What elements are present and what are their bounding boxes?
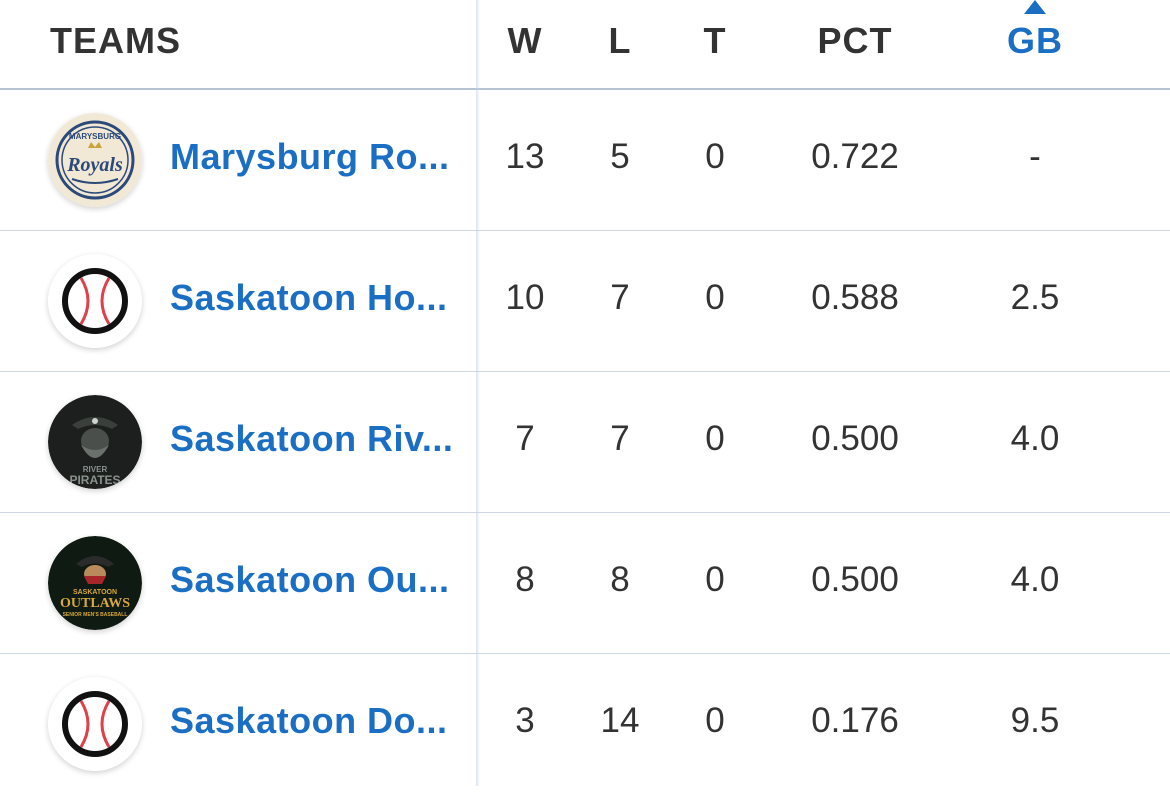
wins-value: 10 xyxy=(505,278,545,317)
losses-value: 5 xyxy=(610,137,630,176)
river-pirates-logo[interactable]: RIVER PIRATES xyxy=(48,395,142,489)
pct-value: 0.722 xyxy=(811,137,899,176)
losses-value: 7 xyxy=(610,419,630,458)
pct-value: 0.588 xyxy=(811,278,899,317)
column-header-pct[interactable]: PCT xyxy=(817,20,893,61)
column-header-ties[interactable]: T xyxy=(703,20,727,61)
team-name-link[interactable]: Marysburg Ro... xyxy=(170,136,450,177)
standings-header: TEAMS W L T PCT GB xyxy=(0,0,1170,90)
table-row[interactable]: Saskatoon Ho... 10 7 0 0.588 2.5 xyxy=(0,231,1170,372)
logo-text-main: PIRATES xyxy=(69,473,120,487)
column-header-wins[interactable]: W xyxy=(507,20,543,61)
table-row[interactable]: SASKATOON OUTLAWS SENIOR MEN'S BASEBALL … xyxy=(0,513,1170,654)
ties-value: 0 xyxy=(705,419,725,458)
team-name-link[interactable]: Saskatoon Ho... xyxy=(170,277,448,318)
logo-text-top: SASKATOON xyxy=(73,589,117,596)
logo-text-main: OUTLAWS xyxy=(60,596,130,611)
saskatoon-outlaws-logo[interactable]: SASKATOON OUTLAWS SENIOR MEN'S BASEBALL xyxy=(48,536,142,630)
logo-text-top: RIVER xyxy=(83,465,108,474)
sort-ascending-icon[interactable] xyxy=(1024,0,1046,14)
logo-text-main: Royals xyxy=(66,154,123,176)
ties-value: 0 xyxy=(705,278,725,317)
table-row[interactable]: RIVER PIRATES Saskatoon Riv... 7 7 0 0.5… xyxy=(0,372,1170,513)
column-header-losses[interactable]: L xyxy=(608,20,632,61)
table-row[interactable]: MARYSBURG Royals Marysburg Ro... 13 5 0 … xyxy=(0,90,1170,231)
games-behind-value: 4.0 xyxy=(1010,419,1060,458)
pct-value: 0.500 xyxy=(811,419,899,458)
games-behind-value: 4.0 xyxy=(1010,560,1060,599)
team-name-link[interactable]: Saskatoon Ou... xyxy=(170,559,450,600)
baseball-icon[interactable] xyxy=(48,677,142,771)
marysburg-royals-logo[interactable]: MARYSBURG Royals xyxy=(48,113,142,207)
ties-value: 0 xyxy=(705,560,725,599)
losses-value: 7 xyxy=(610,278,630,317)
team-name-link[interactable]: Saskatoon Do... xyxy=(170,700,448,741)
wins-value: 13 xyxy=(505,137,545,176)
ties-value: 0 xyxy=(705,137,725,176)
team-name-link[interactable]: Saskatoon Riv... xyxy=(170,418,454,459)
ties-value: 0 xyxy=(705,701,725,740)
pct-value: 0.500 xyxy=(811,560,899,599)
frozen-column-divider xyxy=(476,0,480,786)
games-behind-value: - xyxy=(1029,137,1041,176)
games-behind-value: 9.5 xyxy=(1010,701,1060,740)
logo-text-bottom: SENIOR MEN'S BASEBALL xyxy=(63,612,128,618)
column-header-teams[interactable]: TEAMS xyxy=(50,20,181,61)
games-behind-value: 2.5 xyxy=(1010,278,1060,317)
column-header-games-behind[interactable]: GB xyxy=(1007,20,1063,61)
table-row[interactable]: Saskatoon Do... 3 14 0 0.176 9.5 xyxy=(0,654,1170,794)
losses-value: 8 xyxy=(610,560,630,599)
losses-value: 14 xyxy=(600,701,640,740)
wins-value: 8 xyxy=(515,560,535,599)
pct-value: 0.176 xyxy=(811,701,899,740)
logo-text-top: MARYSBURG xyxy=(69,132,121,141)
wins-value: 7 xyxy=(515,419,535,458)
wins-value: 3 xyxy=(515,701,535,740)
baseball-icon[interactable] xyxy=(48,254,142,348)
